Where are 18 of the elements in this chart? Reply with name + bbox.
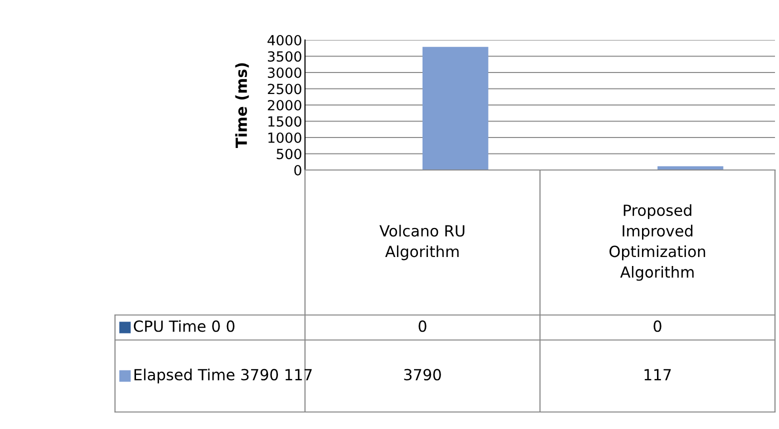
data-label: 117	[644, 369, 671, 380]
y-tick-label: 2500	[268, 84, 302, 94]
y-tick-label: 3000	[268, 67, 302, 78]
y-tick-label: 1000	[268, 132, 302, 143]
data-label: 0	[654, 320, 662, 332]
y-axis-title: Time (ms)	[235, 63, 249, 148]
y-tick-label: 500	[276, 148, 302, 160]
y-tick-label: 3500	[268, 51, 302, 62]
legend-label: Elapsed Time 3790 117	[134, 368, 312, 384]
y-tick-label: 0	[294, 164, 302, 176]
y-tick-label: 4000	[268, 34, 302, 46]
y-tick-label: 1500	[268, 116, 302, 127]
x-tick-label: Proposed Improved Optimization Algorithm	[609, 204, 706, 281]
data-label: 3790	[404, 368, 441, 380]
data-label: 0	[418, 320, 426, 332]
x-tick-label: Volcano RU Algorithm	[379, 224, 464, 260]
y-tick-label: 2000	[268, 100, 302, 110]
legend-label: CPU Time 0 0	[134, 320, 234, 332]
